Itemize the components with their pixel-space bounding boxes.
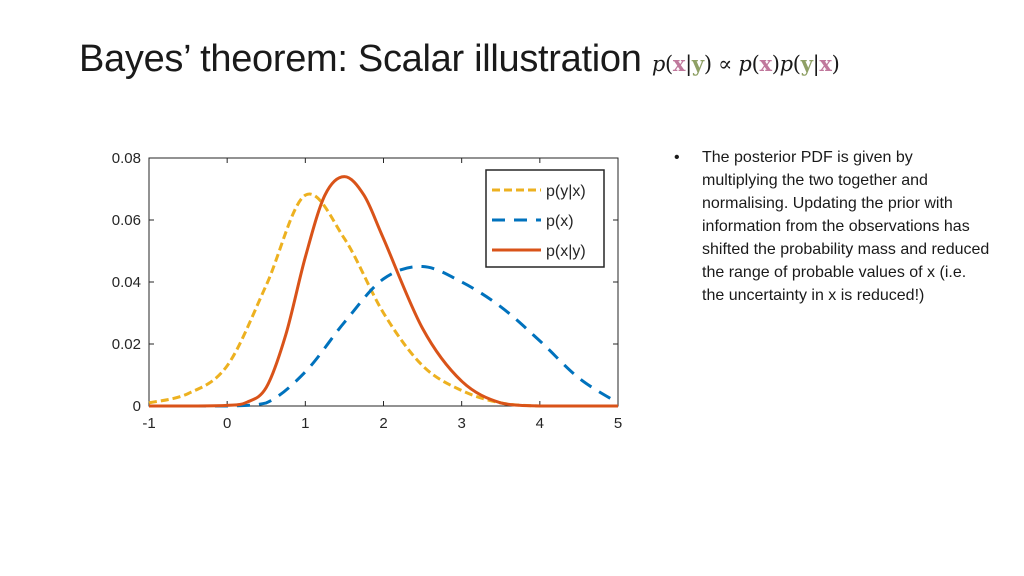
formula-close2: )	[771, 52, 780, 76]
formula-x1: x	[672, 51, 686, 76]
formula-bar2: |	[812, 52, 820, 76]
y-tick-label: 0.06	[112, 212, 141, 229]
formula-open3: (	[792, 52, 801, 76]
formula-y1: y	[691, 51, 704, 76]
y-tick-label: 0	[133, 398, 141, 415]
formula-prop: ∝	[718, 52, 733, 76]
formula-y2: y	[800, 51, 813, 76]
y-tick-label: 0.04	[112, 274, 141, 291]
x-tick-label: 4	[536, 415, 544, 432]
slide-title: Bayes’ theorem: Scalar illustration p(x|…	[79, 38, 840, 81]
x-tick-label: 2	[379, 415, 387, 432]
bullet-body-text: The posterior PDF is given by multiplyin…	[702, 149, 990, 304]
formula-x3: x	[819, 51, 832, 76]
x-tick-label: 1	[301, 415, 309, 432]
formula-open2: (	[751, 52, 760, 76]
legend-label-pyx: p(y|x)	[546, 183, 586, 200]
x-tick-label: 0	[223, 415, 231, 432]
series-line-pxy	[149, 175, 618, 408]
legend-label-px: p(x)	[546, 213, 574, 230]
bullet-marker: •	[674, 149, 680, 166]
legend-label-pxy: p(x|y)	[546, 243, 586, 260]
formula-p2: p	[738, 52, 752, 76]
pdf-chart: -1 0 1 2 3 4 500.020.040.060.08p(y|x)p(x)p(x|y…	[112, 150, 622, 432]
x-tick-label: 3	[457, 415, 465, 432]
x-tick-label: 5	[614, 415, 622, 432]
title-text: Bayes’ theorem: Scalar illustration	[79, 38, 642, 80]
formula-x2: x	[759, 51, 772, 76]
formula-close1: )	[703, 52, 712, 76]
x-tick-label: -1	[142, 415, 155, 432]
formula-p3: p	[779, 52, 793, 76]
formula-close3: )	[831, 52, 840, 76]
formula-p1: p	[651, 52, 665, 76]
formula-open1: (	[664, 52, 673, 76]
bayes-formula: p(x|y) ∝ p(x)p(y|x)	[651, 51, 840, 76]
y-tick-label: 0.02	[112, 336, 141, 353]
y-tick-label: 0.08	[112, 150, 141, 167]
series-line-px	[149, 264, 619, 408]
formula-bar1: |	[685, 52, 692, 76]
